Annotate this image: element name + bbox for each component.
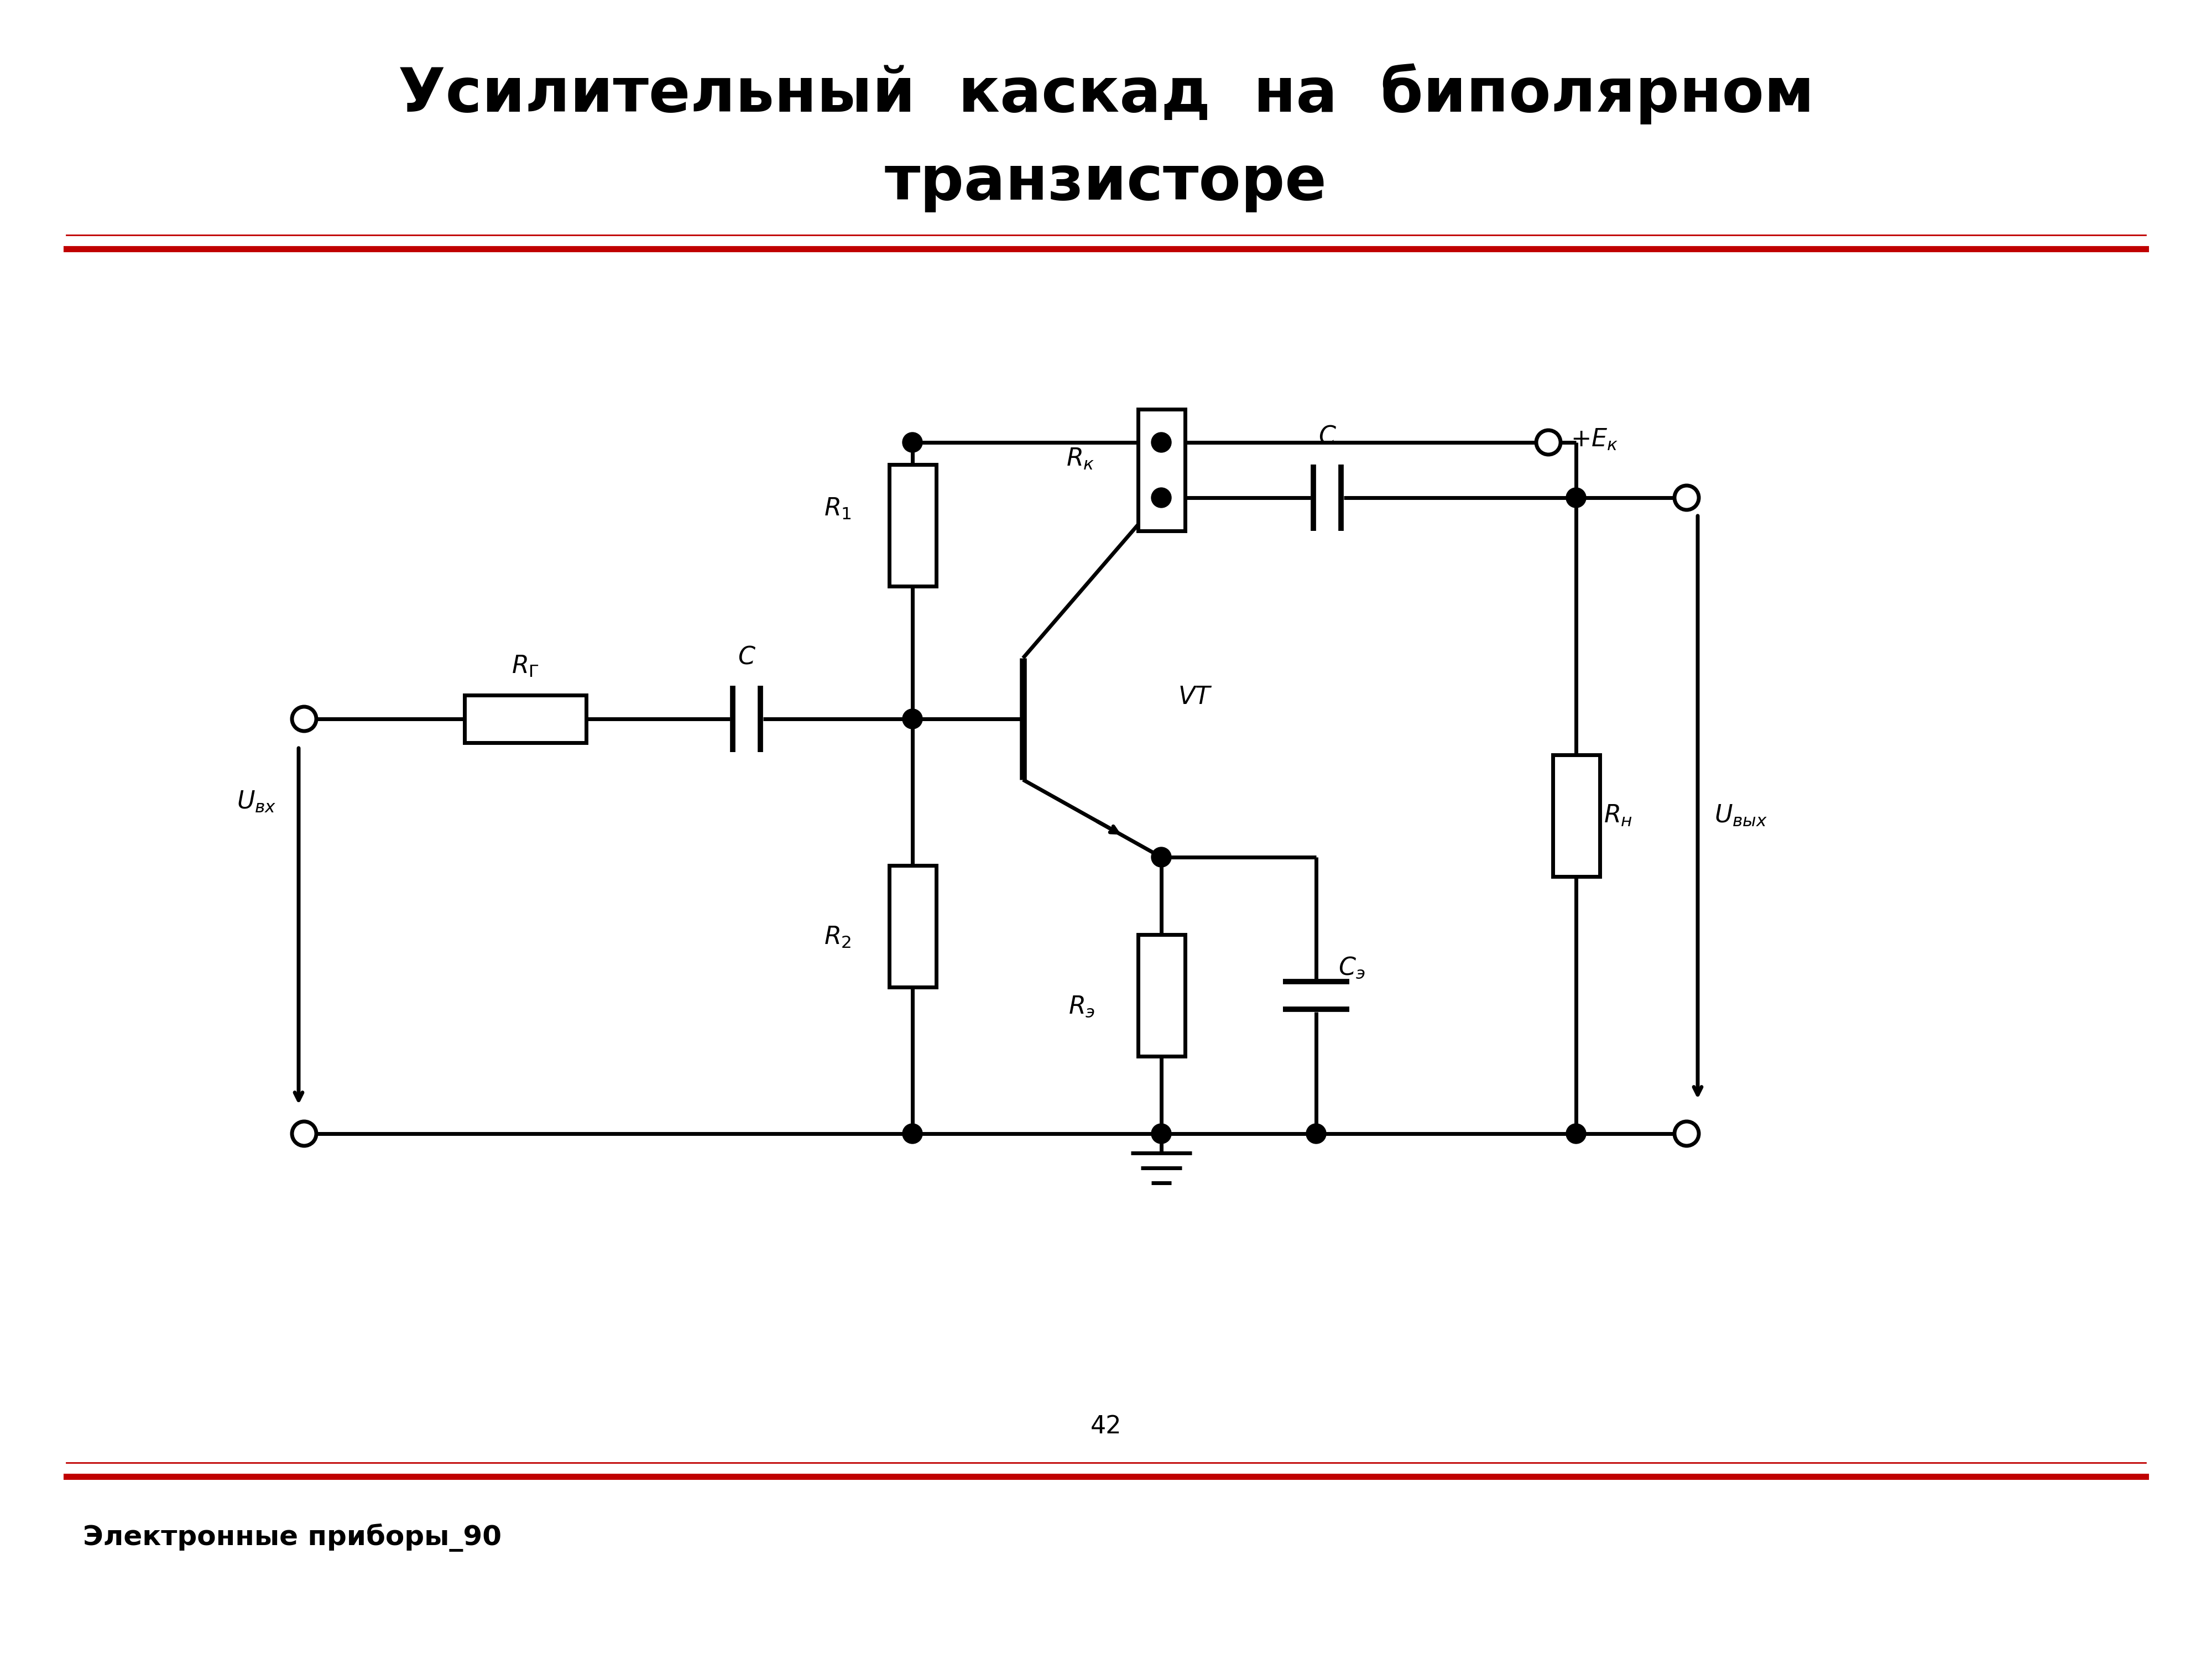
Circle shape — [1150, 488, 1172, 508]
Text: 42: 42 — [1091, 1415, 1121, 1438]
Text: $U_{\mathregular{вх}}$: $U_{\mathregular{вх}}$ — [237, 790, 276, 815]
Circle shape — [292, 707, 316, 732]
Circle shape — [902, 1123, 922, 1143]
Bar — [465, 695, 586, 743]
Circle shape — [1674, 1121, 1699, 1146]
Text: $C$: $C$ — [1318, 425, 1336, 448]
Text: $C_{\mathregular{э}}$: $C_{\mathregular{э}}$ — [1338, 956, 1365, 980]
Circle shape — [902, 708, 922, 728]
Circle shape — [902, 433, 922, 453]
Text: $R_{\mathregular{н}}$: $R_{\mathregular{н}}$ — [1604, 803, 1632, 828]
Text: $VT$: $VT$ — [1177, 685, 1212, 708]
Text: $R_{\Gamma}$: $R_{\Gamma}$ — [511, 654, 540, 679]
Bar — [1137, 934, 1186, 1057]
Text: $R_{\mathregular{э}}$: $R_{\mathregular{э}}$ — [1068, 994, 1095, 1019]
Text: $U_{\mathregular{вых}}$: $U_{\mathregular{вых}}$ — [1714, 803, 1767, 828]
Text: $C$: $C$ — [737, 645, 757, 669]
Circle shape — [1150, 433, 1172, 453]
Text: $R_2$: $R_2$ — [825, 926, 852, 949]
Bar — [889, 465, 936, 586]
Text: $R_{\mathregular{к}}$: $R_{\mathregular{к}}$ — [1066, 446, 1095, 471]
Circle shape — [1305, 1123, 1327, 1143]
Text: $R_1$: $R_1$ — [825, 496, 852, 521]
Text: $+E_{\mathregular{к}}$: $+E_{\mathregular{к}}$ — [1571, 428, 1617, 451]
Circle shape — [1535, 430, 1562, 455]
Bar — [1137, 410, 1186, 531]
Bar — [1553, 755, 1599, 876]
Text: Электронные приборы_90: Электронные приборы_90 — [84, 1523, 502, 1551]
Circle shape — [1674, 486, 1699, 509]
Circle shape — [1566, 1123, 1586, 1143]
Circle shape — [1150, 1123, 1172, 1143]
Text: транзисторе: транзисторе — [885, 153, 1327, 212]
Bar — [889, 866, 936, 987]
Circle shape — [1150, 848, 1172, 868]
Circle shape — [292, 1121, 316, 1146]
Circle shape — [1566, 488, 1586, 508]
Text: Усилительный  каскад  на  биполярном: Усилительный каскад на биполярном — [398, 63, 1814, 124]
